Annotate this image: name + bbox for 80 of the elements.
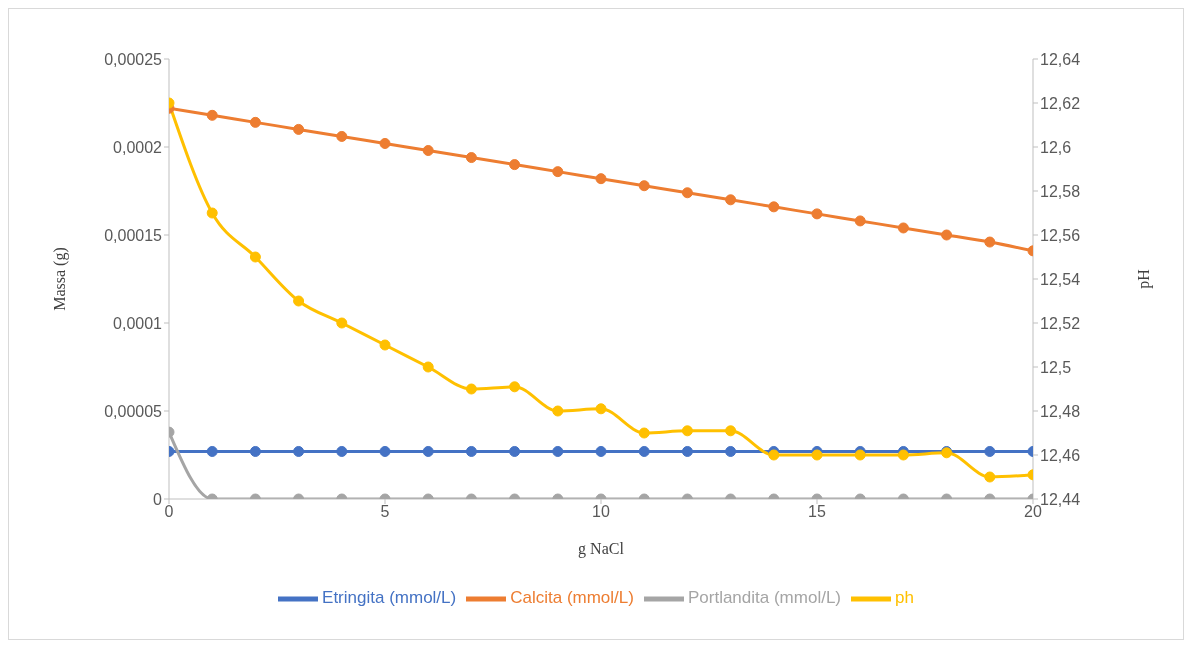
point [854,449,866,461]
legend-label: Portlandita (mmol/L) [687,588,842,608]
point [725,194,737,206]
y-axis-title: Massa (g) [50,247,69,311]
point [293,295,305,307]
point [206,445,218,457]
point [206,109,218,121]
point [422,361,434,373]
y2-tick-label: 12,46 [1040,446,1081,464]
y2-tick-label: 12,64 [1040,50,1081,68]
point [681,445,693,457]
legend-label: ph [895,588,914,608]
point [595,403,607,415]
point [811,449,823,461]
point [552,445,564,457]
point [768,449,780,461]
point [509,445,521,457]
point [725,425,737,437]
point [293,123,305,135]
point [595,445,607,457]
point [509,381,521,393]
point [681,187,693,199]
y2-tick-label: 12,62 [1040,94,1081,112]
point [465,445,477,457]
point [336,445,348,457]
y-tick-label: 0,00025 [104,50,163,68]
y2-tick-label: 12,44 [1040,490,1081,508]
y-tick-label: 0,0002 [113,138,163,156]
y-tick-label: 0 [153,490,163,508]
point [379,137,391,149]
point [984,471,996,483]
point [638,427,650,439]
point [681,425,693,437]
y2-tick-label: 12,48 [1040,402,1081,420]
y2-tick-label: 12,54 [1040,270,1081,288]
point [336,317,348,329]
point [941,229,953,241]
point [638,445,650,457]
point [206,207,218,219]
legend-label: Etringita (mmol/L) [322,588,457,608]
y2-tick-label: 12,5 [1040,358,1072,376]
point [768,201,780,213]
point [854,215,866,227]
point [638,180,650,192]
y-tick-label: 0,0001 [113,314,163,332]
point [249,445,261,457]
y2-tick-label: 12,6 [1040,138,1072,156]
point [595,173,607,185]
y-tick-label: 0,00005 [104,402,163,420]
point [552,166,564,178]
point [465,152,477,164]
point [811,208,823,220]
point [897,222,909,234]
point [984,236,996,248]
x-tick-label: 15 [808,503,826,521]
y2-tick-label: 12,56 [1040,226,1081,244]
point [509,159,521,171]
point [336,130,348,142]
point [897,449,909,461]
y2-tick-label: 12,58 [1040,182,1081,200]
y2-axis-title: pH [1134,268,1153,289]
x-tick-label: 0 [164,503,174,521]
y2-tick-label: 12,52 [1040,314,1081,332]
x-tick-label: 20 [1024,503,1042,521]
y-tick-label: 0,00015 [104,226,163,244]
point [725,445,737,457]
x-axis-title: g NaCl [578,540,625,558]
point [379,445,391,457]
point [552,405,564,417]
point [249,116,261,128]
point [422,445,434,457]
point [379,339,391,351]
point [249,251,261,263]
x-tick-label: 10 [592,503,610,521]
legend-label: Calcita (mmol/L) [510,588,634,608]
x-tick-label: 5 [380,503,390,521]
point [984,445,996,457]
point [293,445,305,457]
point [422,145,434,157]
point [465,383,477,395]
